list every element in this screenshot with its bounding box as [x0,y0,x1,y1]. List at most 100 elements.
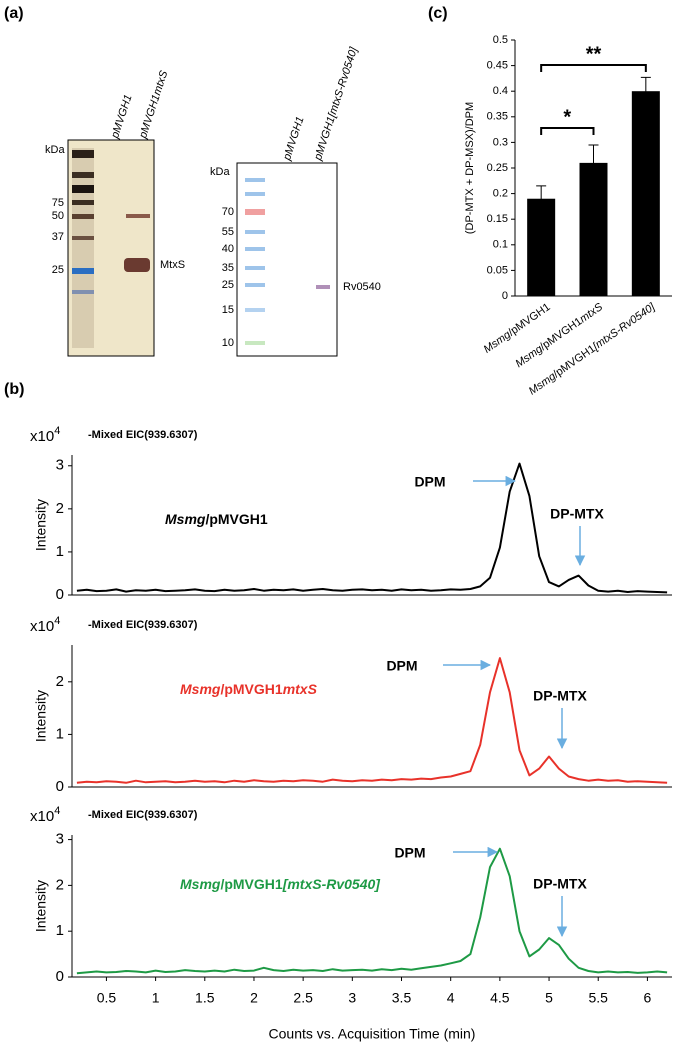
lane-label: pMVGH1 [281,115,307,163]
text-segment: Msmg [180,876,221,892]
text-segment: Msmg [180,681,221,697]
y-tick-label: 3 [56,831,64,848]
marker-label: 10 [222,337,234,349]
text-segment: 4 [54,805,60,817]
subtitle: -Mixed EIC(939.6307) [88,429,198,441]
trace [76,847,668,975]
marker-label: 70 [222,206,234,218]
text-segment: /pMVGH1 [506,301,552,339]
x-tick-label: 4 [447,990,455,1006]
y-axis-label: Intensity [33,880,49,932]
x-tick-label: 2 [250,990,258,1006]
subtitle: -Mixed EIC(939.6307) [88,619,198,631]
x-tick-label: Msmg/pMVGH1mtxS [513,301,605,370]
lane-label: pMVGH1[mtxS-Rv0540] [312,45,360,163]
x-tick-label: 1 [152,990,160,1006]
x-tick-label: 4.5 [490,990,510,1006]
text-segment: /pMVGH1 [538,315,584,353]
lane-label: pMVGH1 [109,93,135,141]
subtitle: -Mixed EIC(939.6307) [88,809,198,821]
y-tick-label: 0.25 [487,162,508,174]
x-tick-label: 2.5 [293,990,313,1006]
band-label: Rv0540 [343,281,381,293]
text-segment: /pMVGH1 [220,681,282,697]
annotation: DP-MTX [533,876,587,892]
marker-label: 50 [52,210,64,222]
marker-label: 25 [222,279,234,291]
trace [76,462,668,594]
text-segment: /pMVGH1 [205,511,267,527]
y-tick-label: 0.15 [487,213,508,225]
y-tick-label: 0.45 [487,60,508,72]
y-axis-label: Intensity [33,690,49,742]
y-tick-label: 0.4 [493,85,508,97]
panel-label: (a) [4,5,24,22]
bar [631,91,660,296]
error-bar [536,185,547,212]
text-segment: x10 [30,428,54,445]
y-scale-label: x104 [30,425,60,445]
error-bar [588,144,599,181]
text-segment: [mtxS-Rv0540] [282,876,382,892]
y-axis-label: Intensity [33,499,49,551]
gel-image [236,162,338,357]
x-tick-label: 5.5 [588,990,608,1006]
y-tick-label: 0.05 [487,264,508,276]
text-segment: /pMVGH1 [220,876,282,892]
y-tick-label: 1 [56,543,64,560]
annotation: DP-MTX [533,688,587,704]
panel-label: (b) [4,381,24,398]
significance-label: * [563,106,571,128]
y-tick-label: 0.3 [493,136,508,148]
y-tick-label: 2 [56,500,64,517]
bar [527,198,556,296]
significance-label: ** [586,43,602,65]
lane-label: pMVGH1mtxS [137,69,171,141]
marker-unit: kDa [210,166,230,178]
y-tick-label: 0.5 [493,34,508,46]
gel-image [67,139,155,357]
y-tick-label: 0.35 [487,111,508,123]
band-label: MtxS [160,259,185,271]
sample-label: Msmg/pMVGH1[mtxS-Rv0540] [180,876,381,892]
y-tick-label: 1 [56,725,64,742]
marker-unit: kDa [45,144,65,156]
x-tick-label: 0.5 [97,990,117,1006]
y-axis-label: (DP-MTX + DP-MSX)/DPM [464,102,476,234]
marker-label: 37 [52,231,64,243]
marker-label: 35 [222,262,234,274]
marker-label: 25 [52,264,64,276]
annotation: DPM [386,658,417,674]
significance-bracket [540,127,595,135]
marker-label: 55 [222,226,234,238]
x-tick-label: 5 [545,990,553,1006]
y-tick-label: 0 [56,586,64,603]
bar [579,162,608,296]
text-segment: x10 [30,618,54,635]
y-scale-label: x104 [30,805,60,825]
y-tick-label: 2 [56,673,64,690]
y-tick-label: 3 [56,457,64,474]
text-segment: Msmg [165,511,206,527]
y-tick-label: 0 [56,968,64,985]
panel-label: (c) [428,5,448,22]
marker-label: 15 [222,304,234,316]
y-tick-label: 1 [56,922,64,939]
text-segment: x10 [30,808,54,825]
text-segment: mtxS [283,681,318,697]
text-segment: 4 [54,425,60,437]
marker-label: 40 [222,243,234,255]
marker-label: 75 [52,197,64,209]
text-segment: 4 [54,615,60,627]
significance-bracket [540,64,647,72]
annotation: DPM [394,845,425,861]
error-bar [640,76,651,106]
x-tick-label: 1.5 [195,990,215,1006]
x-tick-label: 3.5 [392,990,412,1006]
sample-label: Msmg/pMVGH1mtxS [180,681,318,697]
y-tick-label: 2 [56,876,64,893]
trace [76,657,668,784]
x-axis-label: Counts vs. Acquisition Time (min) [269,1026,476,1042]
